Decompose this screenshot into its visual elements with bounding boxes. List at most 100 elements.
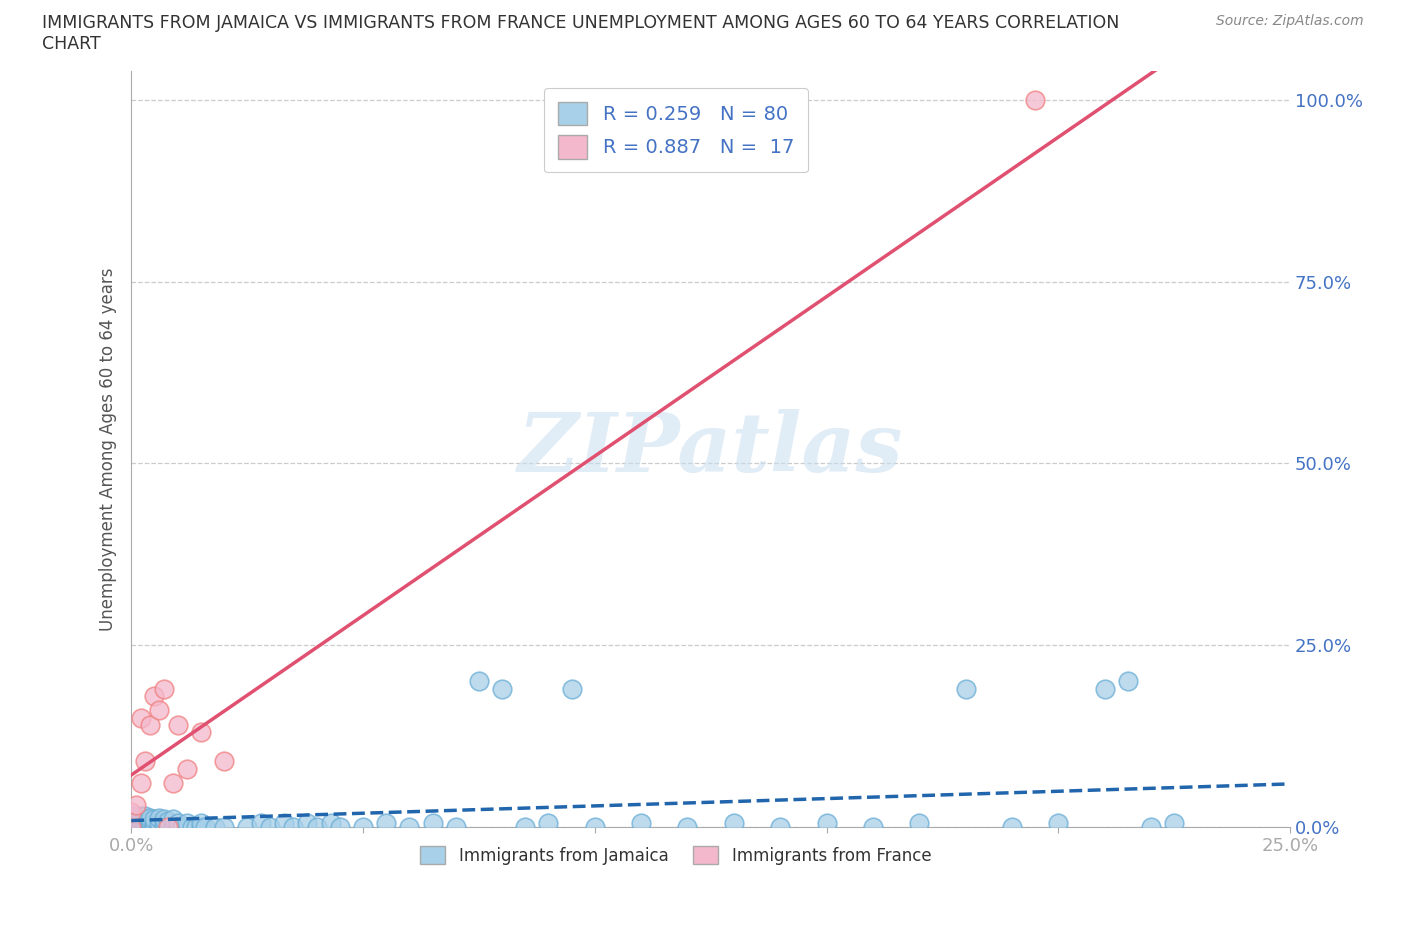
Point bbox=[1140, 819, 1163, 834]
Point bbox=[120, 816, 142, 830]
Point bbox=[157, 819, 180, 834]
Point bbox=[120, 804, 142, 819]
Text: CHART: CHART bbox=[42, 35, 101, 53]
Point bbox=[166, 819, 188, 834]
Point bbox=[129, 817, 152, 832]
Point bbox=[134, 754, 156, 769]
Point bbox=[139, 811, 162, 826]
Point bbox=[723, 816, 745, 830]
Point bbox=[162, 812, 184, 827]
Point bbox=[120, 819, 142, 834]
Point bbox=[125, 812, 148, 827]
Point bbox=[273, 816, 295, 830]
Legend: Immigrants from Jamaica, Immigrants from France: Immigrants from Jamaica, Immigrants from… bbox=[413, 840, 938, 871]
Point bbox=[422, 816, 444, 830]
Point bbox=[444, 819, 467, 834]
Point bbox=[561, 681, 583, 696]
Point bbox=[1024, 92, 1046, 107]
Point bbox=[129, 814, 152, 829]
Point bbox=[955, 681, 977, 696]
Point bbox=[190, 819, 212, 834]
Point bbox=[157, 819, 180, 834]
Point bbox=[120, 819, 142, 834]
Point bbox=[148, 819, 170, 834]
Point bbox=[212, 754, 235, 769]
Point bbox=[148, 703, 170, 718]
Point bbox=[120, 812, 142, 827]
Point bbox=[166, 816, 188, 830]
Point bbox=[152, 819, 174, 834]
Point bbox=[143, 688, 166, 703]
Point bbox=[908, 816, 931, 830]
Point bbox=[283, 819, 305, 834]
Point bbox=[297, 816, 319, 830]
Point bbox=[769, 819, 792, 834]
Point bbox=[1163, 816, 1185, 830]
Point bbox=[143, 816, 166, 830]
Point bbox=[125, 819, 148, 834]
Point bbox=[134, 816, 156, 830]
Point bbox=[129, 812, 152, 827]
Point bbox=[180, 819, 202, 834]
Point bbox=[157, 814, 180, 829]
Point bbox=[1094, 681, 1116, 696]
Point bbox=[162, 819, 184, 834]
Point bbox=[236, 819, 259, 834]
Point bbox=[134, 819, 156, 834]
Point bbox=[166, 718, 188, 733]
Point bbox=[148, 811, 170, 826]
Point bbox=[152, 816, 174, 830]
Point bbox=[190, 724, 212, 739]
Point bbox=[129, 819, 152, 834]
Point bbox=[176, 761, 198, 776]
Point bbox=[204, 819, 226, 834]
Point bbox=[259, 819, 281, 834]
Point bbox=[129, 808, 152, 823]
Point bbox=[194, 819, 217, 834]
Point bbox=[125, 816, 148, 830]
Point bbox=[305, 819, 328, 834]
Point bbox=[515, 819, 537, 834]
Point bbox=[468, 674, 491, 689]
Point bbox=[152, 681, 174, 696]
Point bbox=[375, 816, 398, 830]
Point bbox=[172, 819, 194, 834]
Text: Source: ZipAtlas.com: Source: ZipAtlas.com bbox=[1216, 14, 1364, 28]
Point bbox=[125, 797, 148, 812]
Point bbox=[152, 812, 174, 827]
Y-axis label: Unemployment Among Ages 60 to 64 years: Unemployment Among Ages 60 to 64 years bbox=[100, 267, 117, 631]
Point bbox=[176, 819, 198, 834]
Point bbox=[134, 808, 156, 823]
Point bbox=[815, 816, 838, 830]
Point bbox=[134, 812, 156, 827]
Point bbox=[129, 711, 152, 725]
Point bbox=[583, 819, 606, 834]
Point bbox=[319, 816, 342, 830]
Point bbox=[491, 681, 513, 696]
Point bbox=[676, 819, 699, 834]
Point bbox=[139, 814, 162, 829]
Point bbox=[1116, 674, 1139, 689]
Point bbox=[1001, 819, 1024, 834]
Point bbox=[630, 816, 652, 830]
Point bbox=[212, 819, 235, 834]
Point bbox=[139, 718, 162, 733]
Point bbox=[139, 819, 162, 834]
Point bbox=[143, 812, 166, 827]
Point bbox=[143, 819, 166, 834]
Point bbox=[398, 819, 420, 834]
Point bbox=[125, 808, 148, 823]
Point bbox=[1047, 816, 1070, 830]
Point bbox=[162, 776, 184, 790]
Point bbox=[186, 819, 208, 834]
Text: ZIPatlas: ZIPatlas bbox=[517, 409, 904, 489]
Point bbox=[862, 819, 884, 834]
Point bbox=[148, 816, 170, 830]
Point bbox=[176, 816, 198, 830]
Point bbox=[329, 819, 352, 834]
Point bbox=[250, 816, 273, 830]
Point bbox=[537, 816, 560, 830]
Text: IMMIGRANTS FROM JAMAICA VS IMMIGRANTS FROM FRANCE UNEMPLOYMENT AMONG AGES 60 TO : IMMIGRANTS FROM JAMAICA VS IMMIGRANTS FR… bbox=[42, 14, 1119, 32]
Point bbox=[129, 776, 152, 790]
Point bbox=[139, 816, 162, 830]
